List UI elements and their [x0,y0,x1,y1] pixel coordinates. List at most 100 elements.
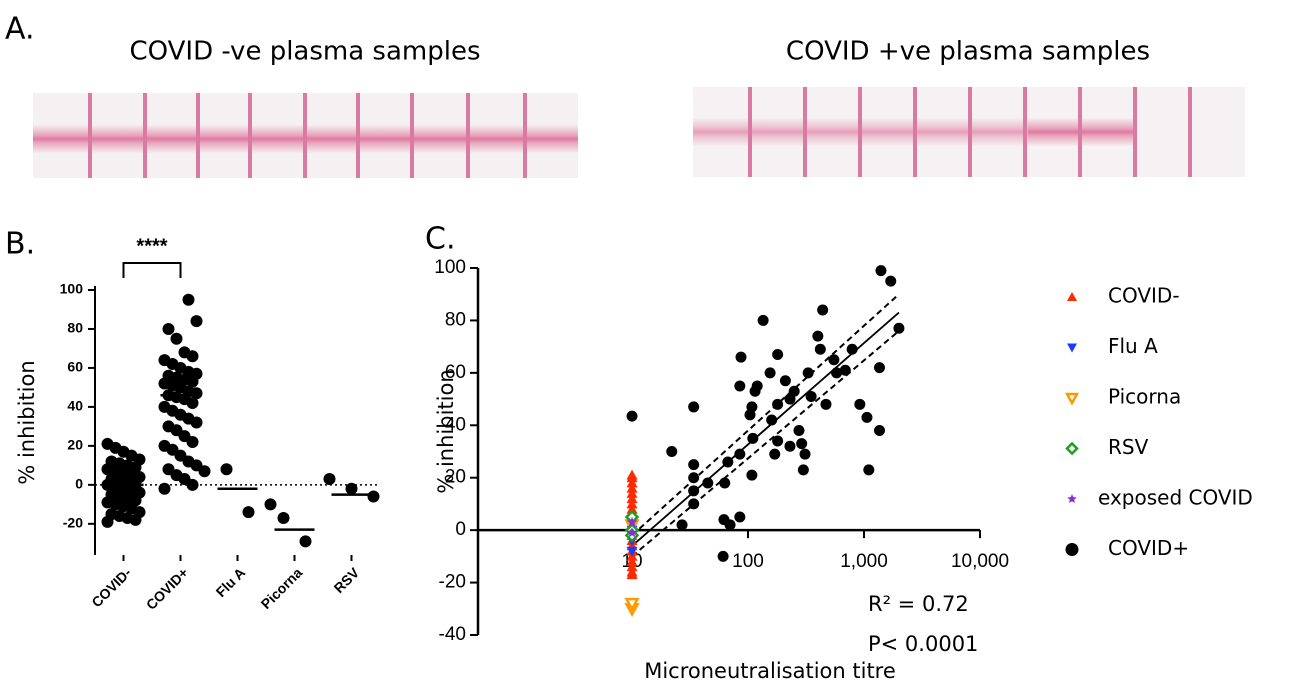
y-tick-label: 20 [67,437,83,453]
point [817,304,829,316]
point [861,411,873,423]
ci-line [631,330,900,558]
point [788,385,800,397]
y-tick-label: 80 [67,320,83,336]
point [158,482,171,495]
point [717,550,729,562]
point [747,432,759,444]
panel-label: C. [425,222,455,257]
point [812,330,824,342]
x-tick-label: 10,000 [951,551,1009,572]
panel-label: B. [5,227,35,262]
strip-title: COVID -ve plasma samples [129,37,480,67]
y-tick-label: 80 [445,309,466,330]
point [688,472,700,484]
point [666,446,678,457]
point [688,459,700,471]
point [299,535,312,548]
point [772,349,784,361]
fit-line [631,311,900,547]
point [105,508,118,521]
point [734,448,746,460]
legend-label: exposed COVID [1098,486,1253,510]
point [158,354,171,367]
point [626,503,638,514]
point [162,463,175,476]
y-tick-label: 20 [445,467,466,488]
point [734,511,746,523]
point [626,556,638,566]
point [264,498,277,511]
point [158,400,171,413]
point [802,367,814,379]
point [873,362,885,374]
point [724,519,736,531]
point [828,354,840,366]
point [626,493,638,504]
point [875,265,887,277]
y-tick-label: 40 [445,414,466,435]
point [688,401,700,413]
bracket [122,262,182,278]
point [846,343,858,355]
legend-marker [1064,392,1080,406]
point [158,439,171,452]
point [839,364,851,376]
legend-marker [1067,494,1077,504]
legend-label: COVID+ [1108,536,1189,560]
point [626,482,638,493]
point [893,322,905,334]
point [799,448,811,460]
point [793,425,805,437]
point [814,343,826,355]
point [766,414,778,426]
legend-label: Flu A [1108,334,1158,358]
point [797,464,809,476]
x-tick-label: 1,000 [840,551,888,572]
point [805,390,817,402]
y-tick-label: -40 [439,624,466,645]
point [101,437,114,450]
point [769,448,781,460]
point [190,315,203,328]
point [626,477,638,488]
annotation: R² = 0.72 [868,592,969,616]
y-tick-label: 100 [434,257,466,278]
point [676,519,688,531]
legend-marker [1067,343,1077,353]
point [626,527,638,538]
point [722,456,734,468]
strip-image [33,93,578,178]
point [626,516,638,527]
point [626,410,638,422]
point [626,472,638,483]
y-tick-label: 0 [75,476,83,492]
legend-marker [1067,292,1077,301]
annotation: P< 0.0001 [868,632,978,656]
strip-image [693,87,1245,177]
x-tick-label: Flu A [213,564,249,600]
y-tick-label: 60 [67,359,83,375]
strip-title: COVID +ve plasma samples [786,37,1150,67]
y-tick-label: 40 [67,398,83,414]
point [626,561,638,572]
point [688,485,700,497]
y-axis-label: % inhibition [15,360,39,484]
point [719,477,731,489]
point [162,420,175,433]
point [734,380,746,392]
point [735,351,747,363]
point [796,438,808,450]
point [323,473,336,486]
panel-label: A. [5,12,35,47]
point [198,465,211,478]
point [820,398,832,410]
y-tick-label: 0 [455,519,466,540]
y-tick-label: -20 [63,515,83,531]
point [277,511,290,524]
point [746,401,758,413]
x-tick-label: RSV [331,564,363,596]
x-tick-label: COVID+ [143,564,191,612]
x-tick-label: Picorna [258,564,306,612]
